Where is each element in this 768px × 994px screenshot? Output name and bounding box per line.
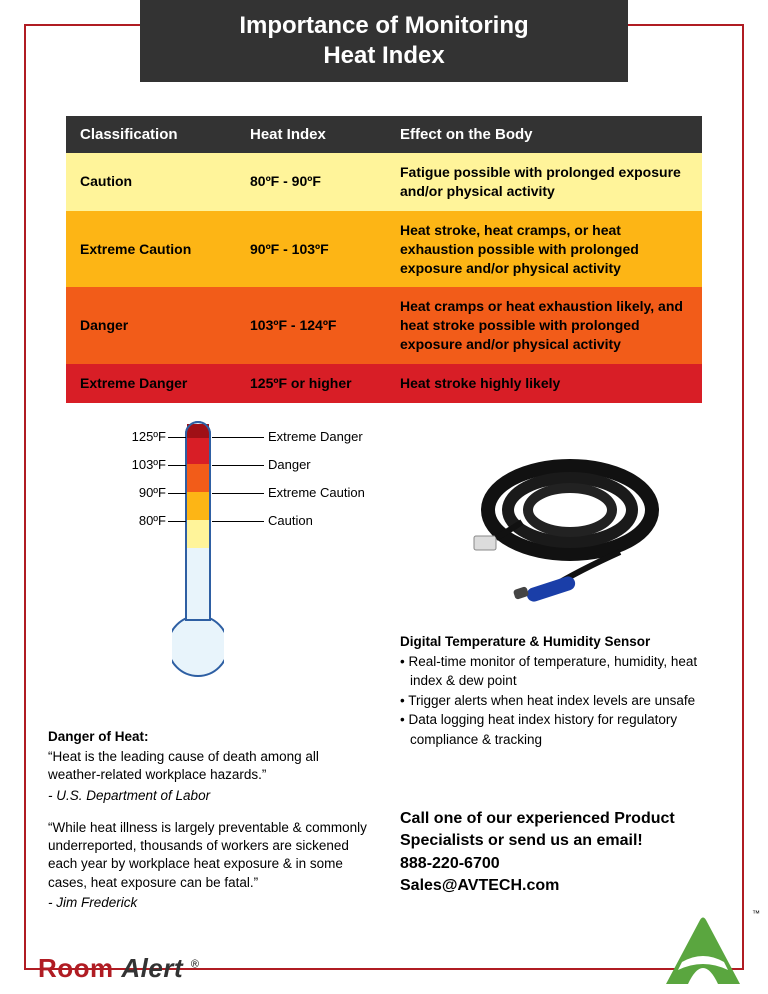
cell-effect: Fatigue possible with prolonged exposure… xyxy=(400,163,688,201)
thermo-temp-103: 103ºF xyxy=(106,457,166,472)
table-row: Caution 80ºF - 90ºF Fatigue possible wit… xyxy=(66,153,702,211)
cta-email: Sales@AVTECH.com xyxy=(400,875,720,897)
thermo-label-danger: Danger xyxy=(268,457,311,472)
cta-phone: 888-220-6700 xyxy=(400,853,720,875)
title-bar: Importance of Monitoring Heat Index xyxy=(140,0,628,82)
cell-heat-index: 80ºF - 90ºF xyxy=(250,172,400,191)
sensor-text: Digital Temperature & Humidity Sensor Re… xyxy=(400,632,720,749)
room-alert-brand: Room Alert ® xyxy=(38,953,200,984)
tick xyxy=(212,521,264,522)
cta-line-2: Specialists or send us an email! xyxy=(400,830,720,852)
table-row: Danger 103ºF - 124ºF Heat cramps or heat… xyxy=(66,287,702,364)
cell-heat-index: 125ºF or higher xyxy=(250,374,400,393)
sensor-heading: Digital Temperature & Humidity Sensor xyxy=(400,632,720,652)
table-row: Extreme Danger 125ºF or higher Heat stro… xyxy=(66,364,702,403)
th-effect: Effect on the Body xyxy=(400,126,688,143)
tick xyxy=(212,437,264,438)
th-classification: Classification xyxy=(80,126,250,143)
tick xyxy=(212,465,264,466)
sensor-image xyxy=(430,440,690,610)
thermo-temp-90: 90ºF xyxy=(106,485,166,500)
tick xyxy=(168,493,186,494)
thermo-label-caution: Caution xyxy=(268,513,313,528)
cell-heat-index: 90ºF - 103ºF xyxy=(250,240,400,259)
brand-alert: Alert xyxy=(121,953,183,983)
cell-classification: Extreme Caution xyxy=(80,240,250,259)
title-line-1: Importance of Monitoring xyxy=(140,11,628,41)
thermometer-diagram: 125ºF 103ºF 90ºF 80ºF Extreme Danger Dan… xyxy=(66,420,386,680)
tick xyxy=(212,493,264,494)
quote-1: “Heat is the leading cause of death amon… xyxy=(48,748,368,784)
cell-heat-index: 103ºF - 124ºF xyxy=(250,316,400,335)
sensor-bullet: Trigger alerts when heat index levels ar… xyxy=(400,691,720,711)
registered-icon: ® xyxy=(191,958,200,970)
table-row: Extreme Caution 90ºF - 103ºF Heat stroke… xyxy=(66,211,702,288)
thermo-temp-80: 80ºF xyxy=(106,513,166,528)
thermo-label-extreme-danger: Extreme Danger xyxy=(268,429,363,444)
quote-2-attr: - Jim Frederick xyxy=(48,894,368,912)
avtech-logo-icon xyxy=(658,914,748,986)
trademark-icon: ™ xyxy=(752,909,760,918)
cell-classification: Danger xyxy=(80,316,250,335)
tick xyxy=(168,437,186,438)
quote-1-attr: - U.S. Department of Labor xyxy=(48,787,368,805)
title-line-2: Heat Index xyxy=(140,41,628,71)
cta-line-1: Call one of our experienced Product xyxy=(400,808,720,830)
tick xyxy=(168,465,186,466)
cell-classification: Extreme Danger xyxy=(80,374,250,393)
heat-index-table: Classification Heat Index Effect on the … xyxy=(66,116,702,403)
thermo-label-extreme-caution: Extreme Caution xyxy=(268,485,365,500)
table-header: Classification Heat Index Effect on the … xyxy=(66,116,702,153)
thermo-temp-125: 125ºF xyxy=(106,429,166,444)
call-to-action: Call one of our experienced Product Spec… xyxy=(400,808,720,898)
quotes-heading: Danger of Heat: xyxy=(48,728,368,746)
sensor-block: Digital Temperature & Humidity Sensor Re… xyxy=(400,440,720,749)
sensor-bullet: Data logging heat index history for regu… xyxy=(400,710,720,749)
cell-effect: Heat stroke highly likely xyxy=(400,374,688,393)
cell-effect: Heat cramps or heat exhaustion likely, a… xyxy=(400,297,688,354)
danger-of-heat-block: Danger of Heat: “Heat is the leading cau… xyxy=(48,728,368,912)
cell-effect: Heat stroke, heat cramps, or heat exhaus… xyxy=(400,221,688,278)
th-heat-index: Heat Index xyxy=(250,126,400,143)
sensor-bullet: Real-time monitor of temperature, humidi… xyxy=(400,652,720,691)
cell-classification: Caution xyxy=(80,172,250,191)
quote-2: “While heat illness is largely preventab… xyxy=(48,819,368,892)
brand-room: Room xyxy=(38,953,114,983)
thermometer-icon xyxy=(172,420,224,678)
tick xyxy=(168,521,186,522)
